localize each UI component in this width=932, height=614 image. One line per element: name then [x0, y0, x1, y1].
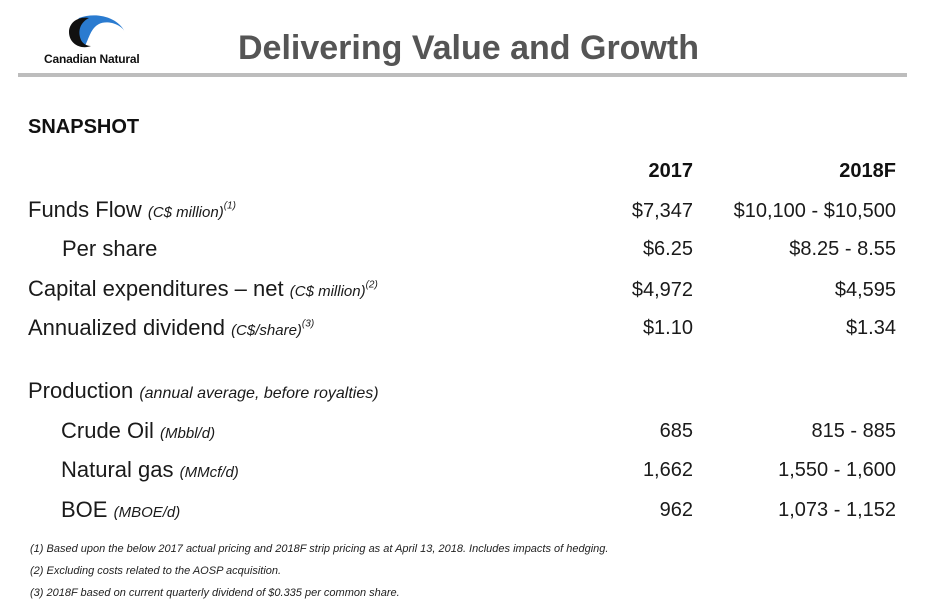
value-crude-oil-2017: 685 [659, 420, 693, 442]
footnote-1: (1) Based upon the below 2017 actual pri… [30, 543, 609, 555]
row-label-crude-oil: Crude Oil (Mbbl/d) [61, 418, 215, 444]
production-label: Production [28, 378, 134, 403]
row-label-dividend: Annualized dividend (C$/share)(3) [28, 315, 314, 341]
row-label-per-share: Per share [62, 236, 157, 262]
footnote-ref: (1) [223, 200, 236, 212]
value-dividend-2018f: $1.34 [845, 317, 896, 339]
row-label-text: Crude Oil [61, 418, 154, 443]
row-unit: (Mbbl/d) [160, 425, 216, 442]
value-capex-2018f: $4,595 [834, 279, 896, 301]
value-funds-flow-2017: $7,347 [631, 200, 693, 222]
row-label-text: Per share [62, 236, 158, 261]
logo-mark-icon [69, 15, 125, 48]
row-label-text: Natural gas [61, 457, 174, 482]
row-unit: (C$ million) [147, 204, 224, 221]
value-dividend-2017: $1.10 [642, 317, 693, 339]
row-label-capex: Capital expenditures – net (C$ million)(… [28, 276, 378, 302]
page-title: Delivering Value and Growth [238, 29, 699, 67]
value-capex-2017: $4,972 [631, 279, 693, 301]
row-unit: (MMcf/d) [179, 464, 239, 481]
value-natural-gas-2017: 1,662 [642, 459, 693, 481]
row-label-boe: BOE (MBOE/d) [61, 497, 180, 523]
column-header-2017: 2017 [648, 160, 694, 182]
row-unit: (C$ million) [289, 283, 366, 300]
row-label-text: BOE [61, 497, 108, 522]
section-heading: SNAPSHOT [28, 116, 140, 138]
footnote-ref: (2) [365, 279, 378, 291]
value-boe-2017: 962 [659, 499, 693, 521]
title-divider [18, 73, 907, 77]
company-logo: Canadian Natural [43, 14, 153, 69]
value-natural-gas-2018f: 1,550 - 1,600 [778, 459, 896, 481]
footnote-ref: (3) [301, 318, 315, 330]
row-label-funds-flow: Funds Flow (C$ million)(1) [28, 197, 236, 223]
footnote-2: (2) Excluding costs related to the AOSP … [30, 565, 282, 577]
column-header-2018f: 2018F [839, 160, 896, 182]
production-unit: (annual average, before royalties) [139, 385, 379, 402]
footnote-3: (3) 2018F based on current quarterly div… [30, 587, 400, 599]
row-label-text: Annualized dividend [28, 315, 225, 340]
row-label-text: Funds Flow [28, 197, 142, 222]
value-funds-flow-2018f: $10,100 - $10,500 [733, 200, 896, 222]
value-boe-2018f: 1,073 - 1,152 [778, 499, 896, 521]
row-label-text: Capital expenditures – net [28, 276, 284, 301]
value-crude-oil-2018f: 815 - 885 [811, 420, 896, 442]
value-per-share-2017: $6.25 [642, 238, 693, 260]
row-unit: (MBOE/d) [113, 504, 181, 521]
logo-wordmark: Canadian Natural [44, 52, 140, 66]
value-per-share-2018f: $8.25 - 8.55 [789, 238, 896, 260]
row-unit: (C$/share) [231, 322, 302, 339]
row-label-natural-gas: Natural gas (MMcf/d) [61, 457, 239, 483]
production-heading: Production (annual average, before royal… [28, 378, 379, 404]
